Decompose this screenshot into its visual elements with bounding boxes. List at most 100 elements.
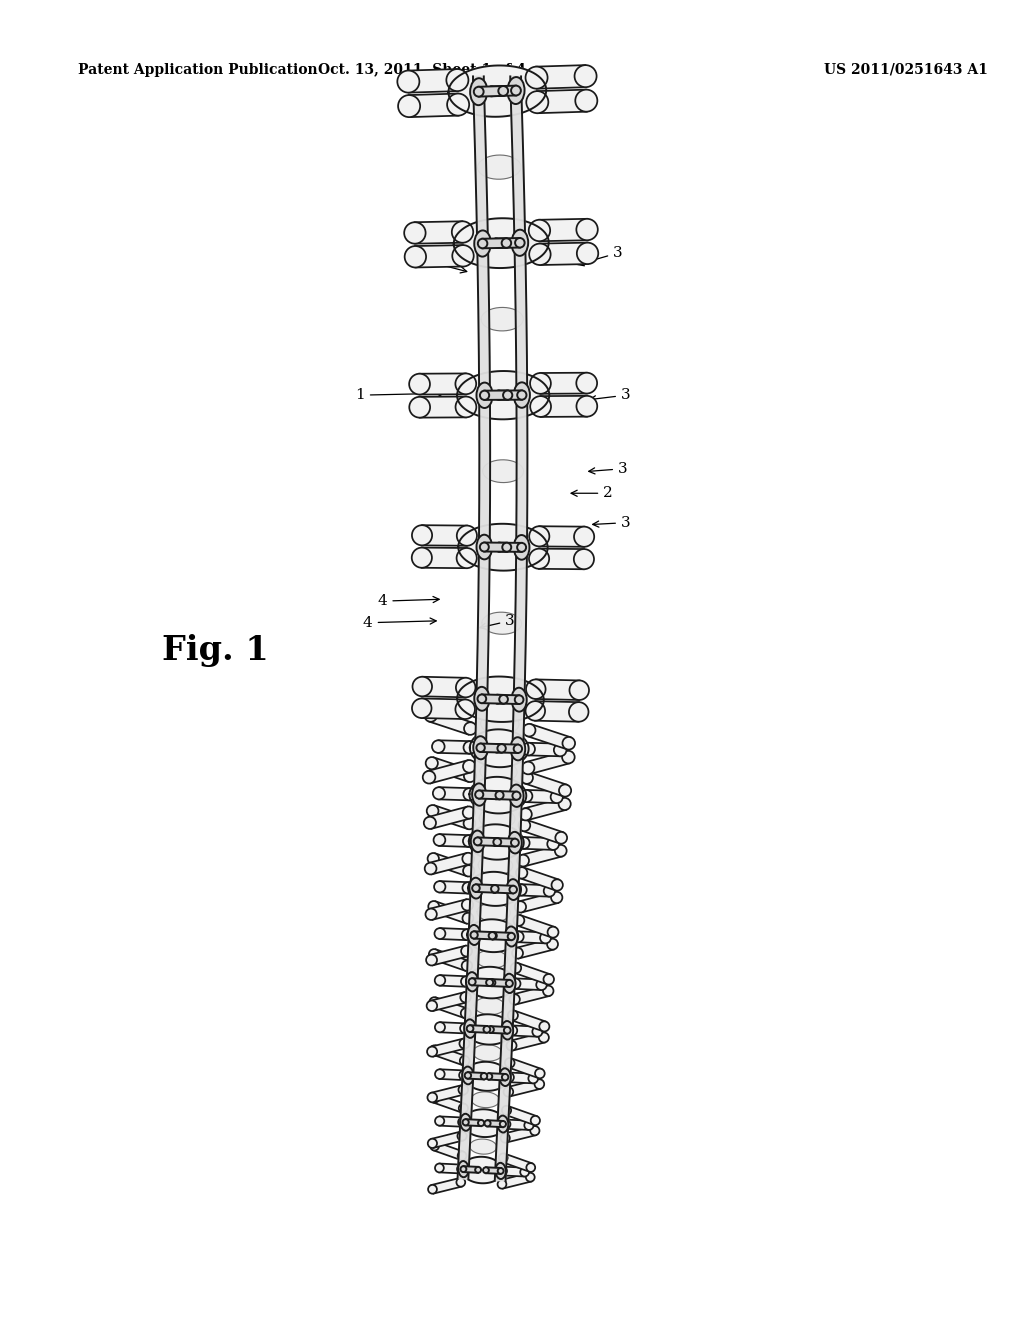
Polygon shape [457, 677, 544, 722]
Polygon shape [527, 725, 570, 750]
Polygon shape [429, 709, 472, 734]
Polygon shape [496, 238, 520, 248]
Ellipse shape [552, 879, 563, 891]
Ellipse shape [427, 805, 438, 817]
Polygon shape [433, 1094, 465, 1113]
Polygon shape [482, 612, 521, 635]
Ellipse shape [410, 397, 430, 417]
Ellipse shape [467, 1026, 473, 1032]
Polygon shape [480, 743, 502, 752]
Polygon shape [495, 77, 527, 1181]
Ellipse shape [573, 549, 594, 569]
Ellipse shape [456, 677, 475, 697]
Ellipse shape [520, 789, 532, 803]
Ellipse shape [496, 791, 504, 799]
Ellipse shape [523, 723, 536, 737]
Text: US 2011/0251643 A1: US 2011/0251643 A1 [824, 62, 988, 77]
Ellipse shape [508, 832, 522, 854]
Ellipse shape [486, 979, 494, 986]
Text: 1: 1 [355, 388, 444, 403]
Polygon shape [422, 548, 467, 568]
Ellipse shape [569, 680, 589, 700]
Polygon shape [439, 928, 468, 940]
Polygon shape [488, 1073, 505, 1080]
Polygon shape [502, 1154, 532, 1172]
Polygon shape [470, 1026, 487, 1032]
Ellipse shape [514, 744, 522, 752]
Ellipse shape [462, 1067, 473, 1084]
Ellipse shape [435, 975, 445, 986]
Ellipse shape [457, 1164, 466, 1173]
Ellipse shape [504, 1027, 511, 1034]
Ellipse shape [463, 807, 475, 818]
Polygon shape [474, 998, 505, 1015]
Ellipse shape [476, 743, 484, 752]
Ellipse shape [427, 1047, 437, 1057]
Ellipse shape [492, 239, 501, 248]
Ellipse shape [478, 239, 487, 248]
Ellipse shape [425, 709, 437, 722]
Ellipse shape [463, 836, 475, 847]
Ellipse shape [474, 231, 490, 256]
Ellipse shape [540, 1022, 550, 1031]
Ellipse shape [458, 1131, 467, 1140]
Ellipse shape [477, 694, 486, 704]
Ellipse shape [528, 219, 550, 242]
Ellipse shape [453, 246, 474, 267]
Ellipse shape [460, 1056, 469, 1065]
Ellipse shape [428, 1185, 437, 1193]
Ellipse shape [499, 1154, 508, 1162]
Polygon shape [492, 86, 516, 96]
Ellipse shape [529, 244, 551, 265]
Ellipse shape [518, 820, 530, 832]
Text: 2: 2 [484, 549, 511, 574]
Ellipse shape [446, 69, 468, 91]
Ellipse shape [427, 1093, 437, 1102]
Ellipse shape [513, 932, 523, 942]
Polygon shape [449, 66, 546, 116]
Ellipse shape [528, 1073, 538, 1084]
Ellipse shape [501, 1134, 510, 1143]
Ellipse shape [512, 792, 520, 800]
Polygon shape [484, 543, 507, 552]
Ellipse shape [485, 1073, 493, 1080]
Ellipse shape [435, 1022, 445, 1032]
Polygon shape [497, 744, 518, 752]
Ellipse shape [511, 738, 525, 760]
Polygon shape [482, 239, 507, 248]
Ellipse shape [509, 886, 517, 894]
Polygon shape [467, 919, 518, 952]
Polygon shape [525, 772, 567, 796]
Ellipse shape [498, 1168, 504, 1173]
Polygon shape [439, 834, 469, 847]
Ellipse shape [483, 1167, 488, 1173]
Ellipse shape [461, 945, 472, 957]
Ellipse shape [526, 91, 548, 114]
Ellipse shape [524, 1121, 534, 1130]
Ellipse shape [459, 1162, 469, 1177]
Polygon shape [509, 1073, 534, 1084]
Ellipse shape [462, 929, 473, 940]
Polygon shape [439, 1069, 464, 1080]
Polygon shape [540, 243, 588, 265]
Polygon shape [505, 1106, 537, 1125]
Polygon shape [439, 1117, 463, 1127]
Ellipse shape [463, 760, 475, 772]
Ellipse shape [500, 694, 508, 704]
Ellipse shape [530, 1115, 540, 1125]
Ellipse shape [412, 548, 432, 568]
Ellipse shape [492, 886, 499, 892]
Ellipse shape [519, 808, 531, 821]
Ellipse shape [504, 1073, 514, 1082]
Polygon shape [478, 855, 513, 875]
Ellipse shape [474, 87, 483, 96]
Ellipse shape [555, 832, 567, 843]
Polygon shape [482, 459, 523, 483]
Ellipse shape [507, 77, 524, 104]
Ellipse shape [559, 784, 571, 797]
Ellipse shape [423, 771, 435, 784]
Polygon shape [458, 77, 490, 1179]
Ellipse shape [530, 396, 551, 417]
Polygon shape [523, 837, 553, 850]
Polygon shape [433, 1045, 466, 1065]
